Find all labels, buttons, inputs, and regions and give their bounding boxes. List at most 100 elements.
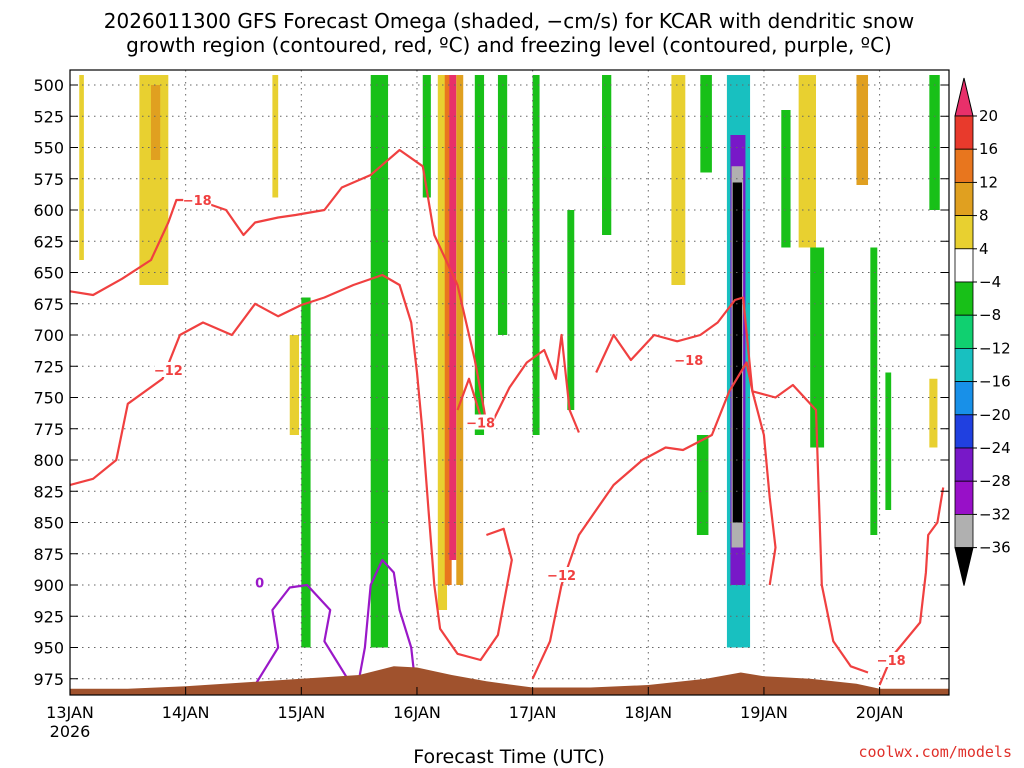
colorbar-swatch xyxy=(954,215,974,250)
colorbar-label: −36 xyxy=(979,539,1011,557)
omega-patch xyxy=(781,110,791,248)
y-tick-label: 775 xyxy=(33,420,64,439)
contour-minus-18-right xyxy=(595,296,869,674)
omega-patch xyxy=(79,75,84,260)
y-tick-label: 975 xyxy=(33,670,64,689)
colorbar-bottom-arrow xyxy=(954,547,974,586)
omega-patch xyxy=(929,378,938,448)
omega-patch xyxy=(700,75,712,173)
omega-patch xyxy=(696,435,709,535)
contour-label-bg xyxy=(466,414,495,430)
colorbar-label: −32 xyxy=(979,505,1011,523)
y-tick-label: 550 xyxy=(33,139,64,158)
contour-label: −12 xyxy=(154,364,183,379)
colorbar-label: −24 xyxy=(979,439,1011,457)
colorbar-swatch xyxy=(954,347,974,382)
colorbar-swatch xyxy=(954,248,974,283)
omega-patch xyxy=(929,75,940,210)
omega-patch xyxy=(885,372,892,510)
x-tick-label: 13JAN xyxy=(46,703,94,722)
omega-patch xyxy=(456,75,464,585)
colorbar-label: −28 xyxy=(979,472,1011,490)
omega-patch xyxy=(798,75,816,248)
omega-patch xyxy=(497,75,508,335)
y-tick-label: 900 xyxy=(33,576,64,595)
colorbar-label: −16 xyxy=(979,373,1011,391)
plot-frame xyxy=(69,69,950,696)
contour-label-bg xyxy=(154,362,183,377)
omega-patch xyxy=(732,182,742,523)
y-tick-label: 875 xyxy=(33,545,64,564)
y-tick-label: 525 xyxy=(33,107,64,126)
y-tick-label: 625 xyxy=(33,232,64,251)
omega-patch xyxy=(370,75,389,648)
colorbar-label: −4 xyxy=(979,273,1001,291)
contour-zero-mid xyxy=(358,558,416,680)
omega-patch xyxy=(449,75,457,560)
y-tick-label: 675 xyxy=(33,295,64,314)
colorbar-swatch xyxy=(954,447,974,482)
contour-label: −18 xyxy=(674,354,703,369)
y-tick-label: 650 xyxy=(33,264,64,283)
y-tick-label: 925 xyxy=(33,607,64,626)
omega-patch xyxy=(567,210,575,410)
contour-label: 0 xyxy=(255,577,264,592)
colorbar-swatch xyxy=(954,314,974,349)
colorbar-swatch xyxy=(954,381,974,416)
colorbar-swatch xyxy=(954,115,974,150)
y-tick-label: 750 xyxy=(33,389,64,408)
colorbar-label: −8 xyxy=(979,306,1001,324)
x-tick-label: 17JAN xyxy=(509,703,557,722)
x-tick-label: 20JAN xyxy=(856,703,904,722)
omega-patch xyxy=(150,85,161,160)
contour-label: −18 xyxy=(183,194,212,209)
x-tick-label: 14JAN xyxy=(162,703,210,722)
omega-patch xyxy=(602,75,612,235)
contour-minus-12-right xyxy=(531,361,777,680)
colorbar-swatch xyxy=(954,514,974,549)
y-tick-label: 725 xyxy=(33,357,64,376)
omega-patch xyxy=(444,75,452,585)
omega-patch xyxy=(474,75,485,435)
terrain-fill xyxy=(70,666,949,695)
omega-patch xyxy=(856,75,869,185)
contour-label-bg xyxy=(183,192,212,207)
contour-label-bg xyxy=(253,574,266,590)
y-tick-label: 850 xyxy=(33,514,64,533)
contour-label: −18 xyxy=(877,654,906,669)
x-tick-sublabel: 2026 xyxy=(50,722,91,741)
colorbar-label: 8 xyxy=(979,207,989,225)
omega-patch xyxy=(532,75,540,435)
x-tick-label: 15JAN xyxy=(277,703,325,722)
x-tick-label: 16JAN xyxy=(393,703,441,722)
y-tick-label: 600 xyxy=(33,201,64,220)
contour-label-bg xyxy=(547,567,576,582)
colorbar-top-arrow xyxy=(954,77,974,117)
credit-text: coolwx.com/models xyxy=(858,743,1012,761)
x-tick-label: 18JAN xyxy=(624,703,672,722)
y-tick-label: 700 xyxy=(33,326,64,345)
omega-patch xyxy=(437,75,448,610)
colorbar-swatch xyxy=(954,414,974,449)
colorbar-label: −20 xyxy=(979,406,1011,424)
colorbar-label: 16 xyxy=(979,140,998,158)
omega-patch xyxy=(671,75,686,285)
omega-patch xyxy=(870,247,878,535)
x-tick-label: 19JAN xyxy=(740,703,788,722)
colorbar-swatch xyxy=(954,148,974,183)
y-tick-label: 950 xyxy=(33,639,64,658)
contour-label-bg xyxy=(877,652,906,667)
y-tick-label: 825 xyxy=(33,482,64,501)
y-tick-label: 575 xyxy=(33,170,64,189)
colorbar-swatch xyxy=(954,181,974,216)
contour-label-bg xyxy=(674,352,703,367)
colorbar-swatch xyxy=(954,281,974,316)
x-axis-label: Forecast Time (UTC) xyxy=(413,746,604,768)
contour-zero-left xyxy=(254,583,349,686)
colorbar-swatch xyxy=(954,480,974,515)
contour-label: −12 xyxy=(547,569,576,584)
colorbar-label: 20 xyxy=(979,107,998,125)
colorbar-label: −12 xyxy=(979,339,1011,357)
contour-minus-18-mid xyxy=(456,333,580,433)
contour-minus-18-left xyxy=(70,148,488,426)
